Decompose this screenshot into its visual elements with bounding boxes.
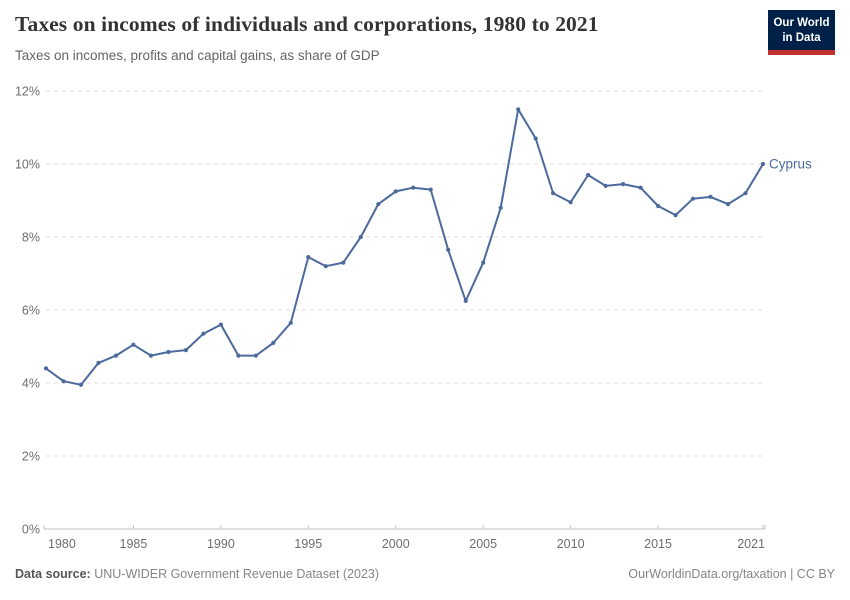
data-point [673,213,678,218]
data-point [760,161,766,167]
data-point [288,320,293,325]
data-point [446,247,451,252]
x-axis-tick-label: 2005 [469,537,497,551]
data-point [201,331,206,336]
data-point [61,379,66,384]
data-point [376,202,381,207]
data-point [656,203,661,209]
y-axis-tick-label: 8% [22,231,40,245]
data-point [183,348,188,353]
data-point [271,340,276,345]
data-point [533,136,538,141]
data-point [43,366,49,371]
x-axis-tick-label: 1990 [207,537,235,551]
data-point [393,189,398,194]
data-point [551,191,556,196]
data-line [45,108,764,386]
data-point [428,187,433,192]
y-axis-tick-label: 10% [15,158,40,172]
data-point [341,260,346,265]
x-axis-tick-label: 1995 [294,537,322,551]
x-axis-tick-label: 2015 [644,537,672,551]
data-point [621,182,626,187]
data-point [166,349,171,355]
data-point [218,322,223,327]
data-source-label: Data source: [15,567,91,581]
data-point [236,353,241,358]
data-point [113,353,119,358]
y-axis-tick-label: 4% [22,377,40,391]
chart-subtitle: Taxes on incomes, profits and capital ga… [15,48,380,63]
data-point [148,353,153,358]
y-axis-tick-label: 2% [22,450,40,464]
data-point [690,196,696,201]
line-chart: 0% 2% 4% 6% 8% 10% 12% 1980 1985 1990 1995 2000 2005… [15,85,812,552]
data-point [411,185,416,190]
y-axis-tick-label: 6% [22,304,40,318]
x-axis-tick-label: 2000 [382,537,410,551]
data-point [323,264,328,269]
data-point [725,202,731,207]
data-point [586,172,591,178]
x-axis-tick-label: 2010 [557,537,585,551]
data-point [131,342,136,347]
data-point [568,200,573,205]
chart-title: Taxes on incomes of individuals and corp… [15,12,599,36]
data-source-text: UNU-WIDER Government Revenue Dataset (20… [90,567,380,581]
y-axis-tick-label: 0% [22,523,40,537]
x-axis-tick-label: 1985 [120,537,148,551]
owid-logo-line2: in Data [782,31,821,44]
data-point [708,194,713,199]
footer-link[interactable]: OurWorldinData.org/taxation | CC BY [628,567,835,581]
data-point [358,234,363,240]
data-point [603,183,608,188]
entity-label: Cyprus [769,157,812,172]
data-point [78,382,84,387]
x-axis-tick-label: 1980 [48,537,76,551]
data-point [498,205,503,210]
data-point [638,185,643,190]
data-point [516,107,521,112]
data-point [306,255,311,260]
x-axis-tick-label: 2021 [737,537,765,551]
owid-logo: Our World in Data [768,10,835,55]
chart-footer: Data source: UNU-WIDER Government Revenu… [15,567,835,581]
data-point [481,260,486,265]
data-point [463,298,468,303]
data-source: Data source: UNU-WIDER Government Revenu… [15,567,379,581]
data-point [743,191,748,196]
owid-logo-line1: Our World [773,17,830,29]
data-point [253,353,258,358]
data-point [96,360,101,365]
y-axis-tick-label: 12% [15,85,40,99]
